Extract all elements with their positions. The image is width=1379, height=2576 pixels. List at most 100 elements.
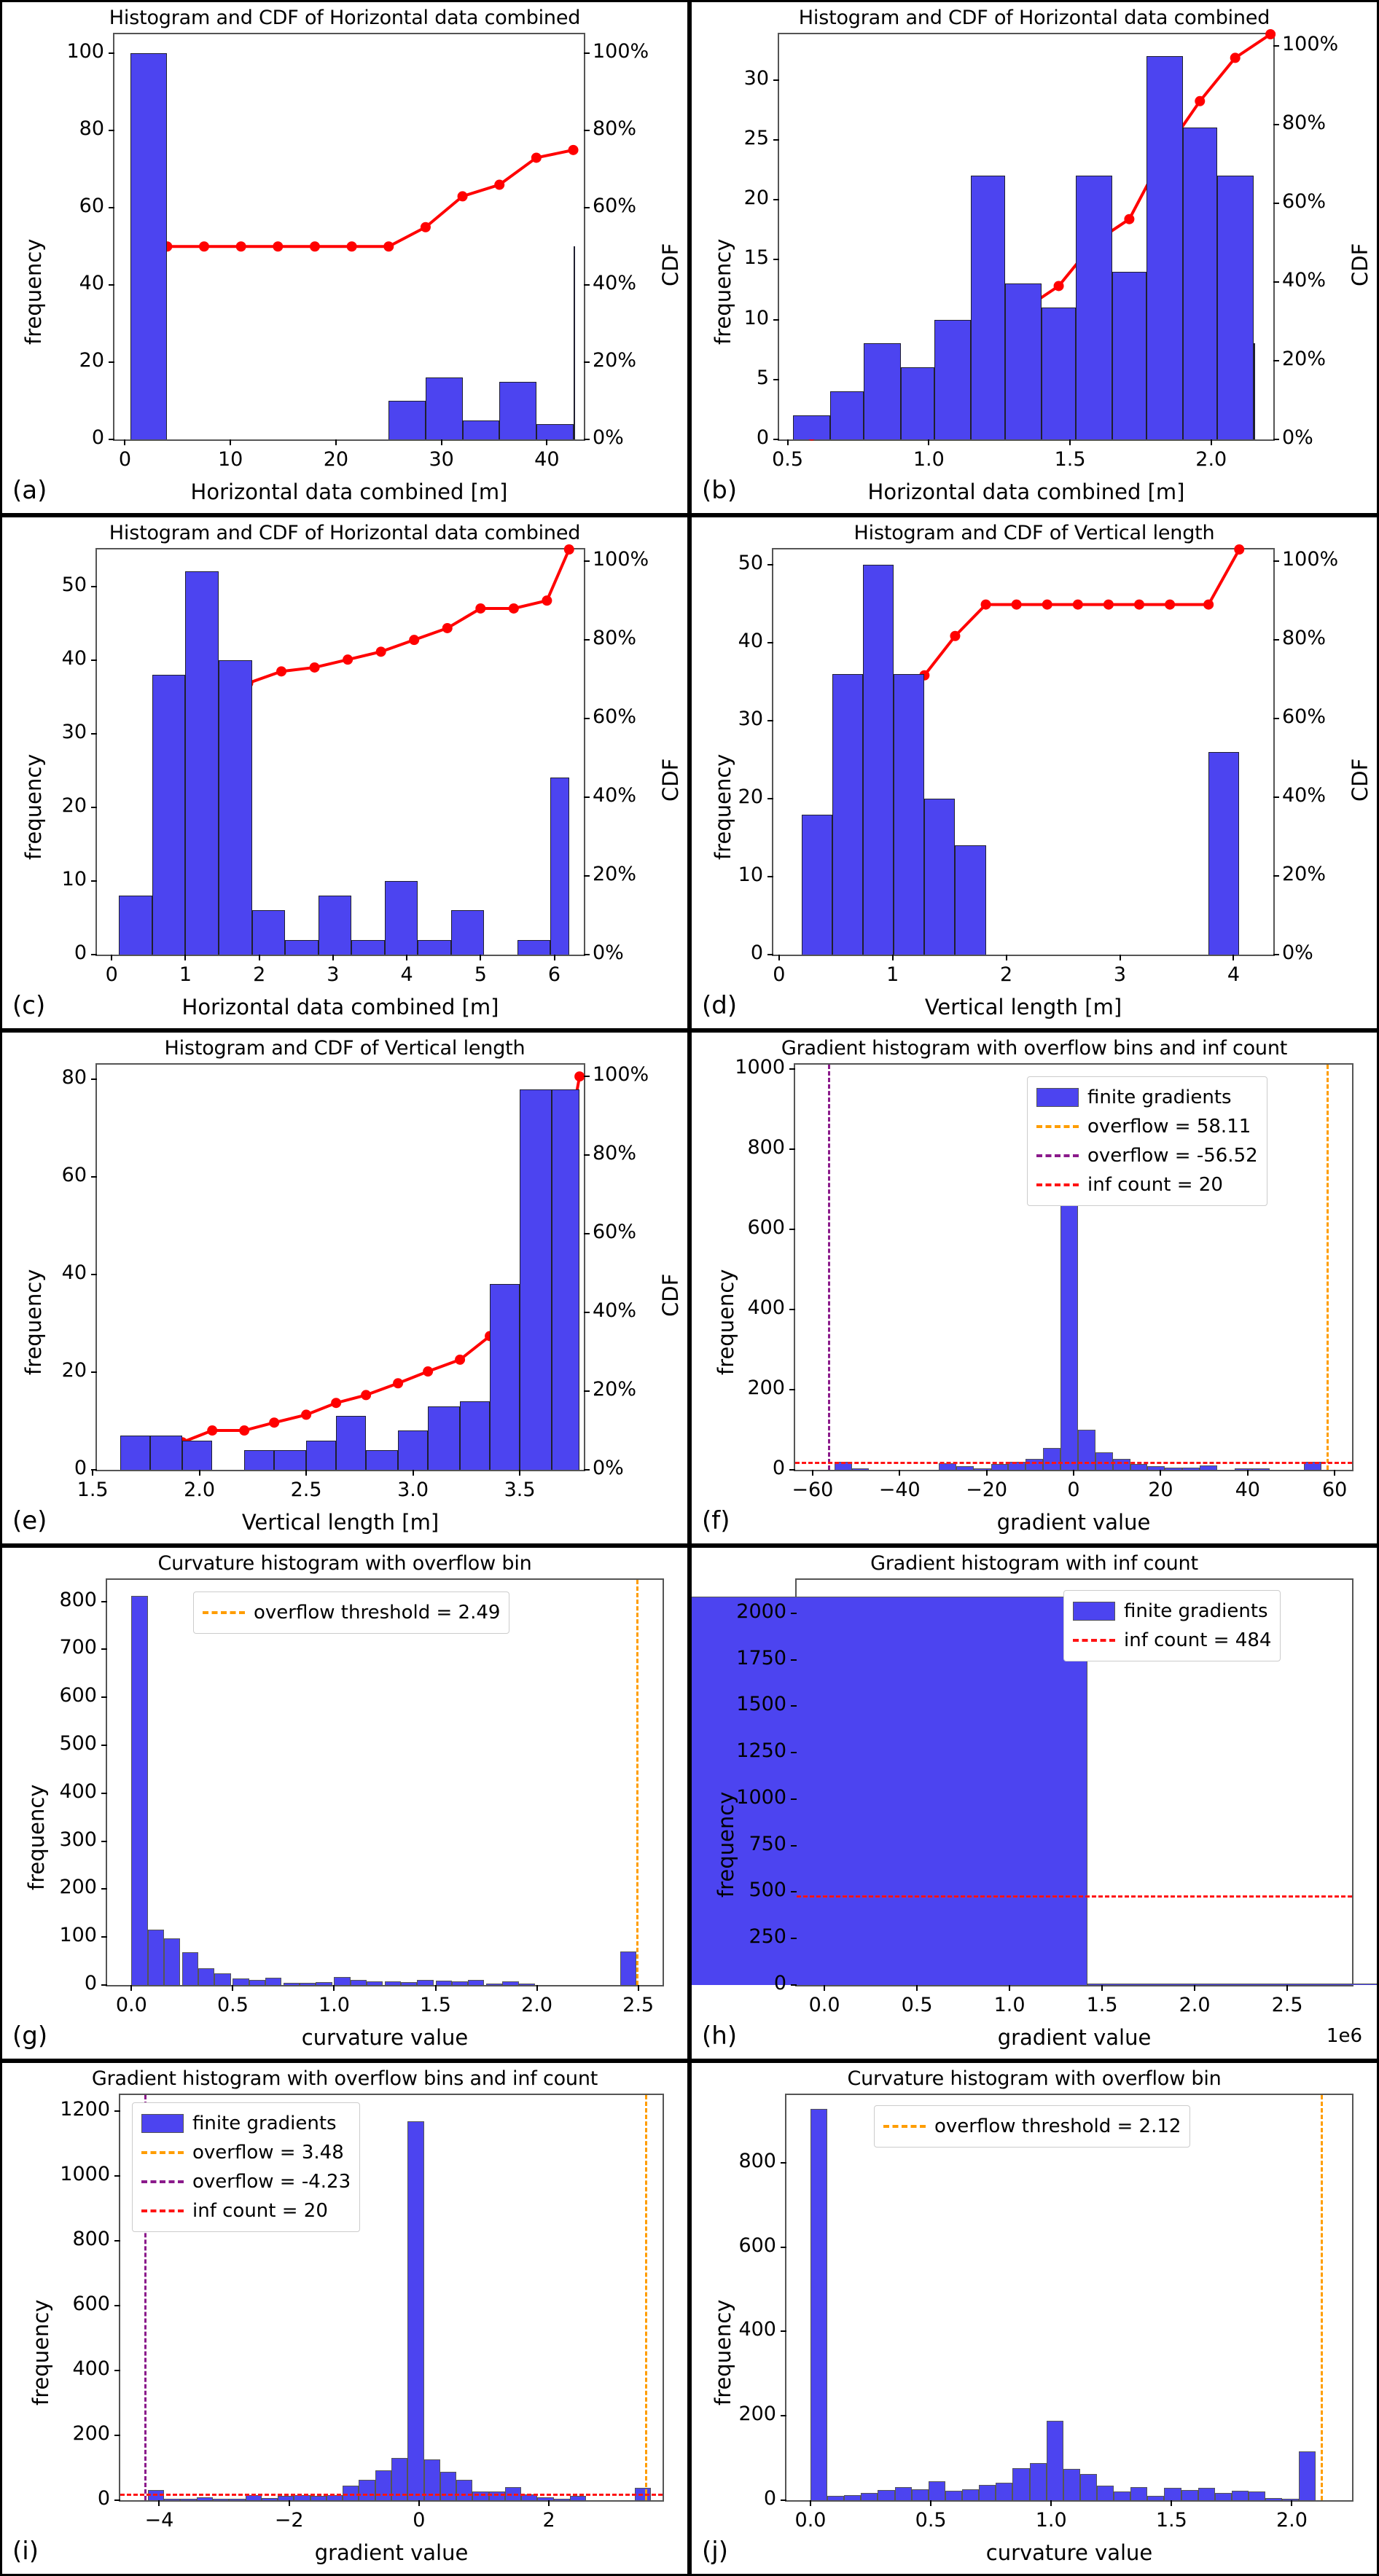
panel-i-xlabel: gradient value [314,2540,469,2565]
histogram-bar [388,401,426,439]
histogram-bar [518,1984,535,1985]
histogram-bar [829,391,864,439]
histogram-bar [520,1089,552,1470]
legend-dash-swatch [1036,1125,1079,1128]
x-tick-mark [130,1985,133,1991]
histogram-bar [181,1952,199,1985]
y-tick-label: 100 [66,40,104,63]
x-tick-mark [548,2500,550,2506]
y-tick-label: 1200 [60,2098,110,2121]
y-tick-label: 800 [72,2228,110,2251]
y-tick-label: 600 [747,1215,785,1239]
y-tick-mark [91,1274,97,1276]
legend-dash-swatch [141,2209,184,2212]
histogram-bar [973,1468,991,1470]
histogram-bar [552,1089,580,1470]
histogram-bar [1043,1447,1061,1470]
legend-label: finite gradients [192,2113,337,2134]
y-tick-mark [101,1936,107,1938]
histogram-bar [385,1981,402,1985]
y2-tick-mark [584,1233,590,1235]
y-tick-mark [114,2435,120,2437]
x-tick-mark [92,1470,94,1476]
y-tick-label: 30 [743,66,769,90]
y-tick-label: 60 [61,1164,87,1187]
legend-label: overflow = 58.11 [1087,1116,1251,1138]
y2-tick-label: 0% [1282,941,1313,964]
panel-h-xlabel: gradient value [997,2025,1152,2050]
x-tick-mark [1291,2500,1293,2506]
y-tick-label: 80 [61,1066,87,1089]
panel-i-ylabel: frequency [28,2299,53,2405]
y2-tick-label: 80% [593,1142,637,1165]
x-tick-mark [1194,1985,1196,1991]
histogram-bar [864,343,901,439]
legend-row: finite gradients [1073,1597,1271,1626]
histogram-bar [1079,2474,1097,2500]
histogram-bar [1042,308,1076,439]
histogram-bar [894,674,925,955]
panel-b-title: Histogram and CDF of Horizontal data com… [798,7,1270,29]
x-tick-mark [305,1470,308,1476]
panel-j-legend: overflow threshold = 2.12 [874,2105,1191,2148]
x-tick-mark [899,1470,901,1476]
cdf-marker [1072,599,1083,610]
y-tick-mark [773,79,779,81]
y-tick-label: 20 [61,1359,87,1382]
histogram-bar [971,176,1005,439]
x-tick-label: −20 [966,1479,1008,1501]
x-tick-mark [333,1985,335,1991]
histogram-bar [801,814,833,955]
histogram-bar [894,2487,912,2500]
y-tick-mark [91,954,97,955]
cdf-marker [207,1425,218,1436]
histogram-bar [147,1930,164,1985]
histogram-bar [163,1938,181,1985]
x-tick-mark [536,1985,538,1991]
y-tick-label: 0 [91,426,104,449]
histogram-bar [1130,1464,1148,1470]
y-tick-mark [791,1798,797,1800]
histogram-bar [417,1980,434,1985]
y2-tick-mark [584,130,590,132]
panel-i-title: Gradient histogram with overflow bins an… [91,2067,598,2090]
y2-tick-label: 80% [593,627,637,650]
legend-row: finite gradients [1036,1083,1258,1112]
histogram-bar [318,896,352,955]
panel-c-xlabel: Horizontal data combined [m] [181,995,499,1019]
x-tick-label: 4 [1227,963,1241,986]
y-tick-mark [773,318,779,321]
cdf-marker [361,1390,372,1401]
x-tick-label: 1.0 [318,1994,350,2016]
histogram-bar [1198,2487,1215,2500]
histogram-bar [251,910,286,955]
y2-tick-label: 100% [593,1063,649,1087]
x-tick-mark [1246,1470,1249,1476]
histogram-bar [1096,2485,1114,2500]
y2-tick-mark [584,1154,590,1156]
cdf-marker [276,666,287,677]
histogram-bar [219,659,252,955]
x-tick-label: 2.5 [1271,1994,1303,2016]
x-tick-label: 3.5 [504,1479,536,1501]
y-tick-mark [791,1612,797,1614]
y2-tick-mark [584,1390,590,1393]
histogram-bar [1004,283,1042,439]
y2-tick-label: 0% [1282,426,1313,449]
x-tick-label: 1.0 [993,1994,1026,2016]
histogram-bar [486,1984,503,1985]
inf-count-line [797,1895,1352,1898]
histogram-bar [391,2458,408,2500]
inf-count-line [795,1461,1352,1464]
histogram-bar [1216,176,1254,439]
x-tick-mark [916,1985,918,1991]
y2-tick-mark [1273,360,1279,362]
cdf-marker [409,635,420,646]
legend-bar-swatch [1036,1088,1079,1107]
histogram-bar [350,1980,367,1985]
histogram-bar [1249,2491,1266,2500]
panel-c-y2label: CDF [658,758,683,802]
histogram-bar [1112,1459,1130,1470]
y2-tick-mark [584,639,590,641]
y2-tick-mark [1273,281,1279,283]
